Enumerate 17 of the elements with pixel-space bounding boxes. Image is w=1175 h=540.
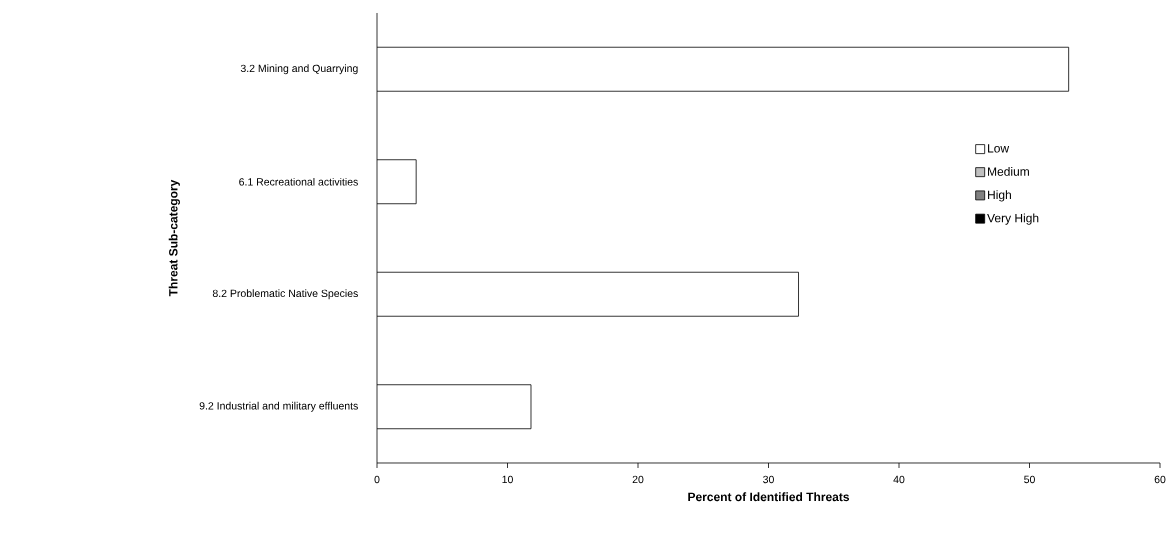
y-axis-title: Threat Sub-category	[168, 179, 180, 297]
x-tick-label: 10	[502, 475, 513, 484]
y-tick-label: 6.1 Recreational activities	[239, 177, 358, 186]
x-tick-label: 40	[893, 475, 905, 484]
x-tick-label: 50	[1024, 475, 1035, 484]
x-tick-label: 20	[632, 475, 644, 484]
x-axis-title: Percent of Identified Threats	[688, 492, 850, 502]
x-tick-label: 60	[1154, 475, 1166, 484]
y-tick-label: 9.2 Industrial and military effluents	[199, 401, 358, 412]
y-tick-label: 3.2 Mining and Quarrying	[240, 64, 358, 75]
legend-label: Medium	[988, 167, 1029, 176]
y-tick-label: 8.2 Problematic Native Species	[212, 289, 358, 300]
legend-label: Very High	[987, 213, 1039, 225]
legend-label: High	[988, 190, 1011, 202]
text: Low	[988, 144, 1010, 153]
x-tick-label: 30	[763, 475, 774, 484]
x-tick-label: 0	[374, 475, 380, 484]
